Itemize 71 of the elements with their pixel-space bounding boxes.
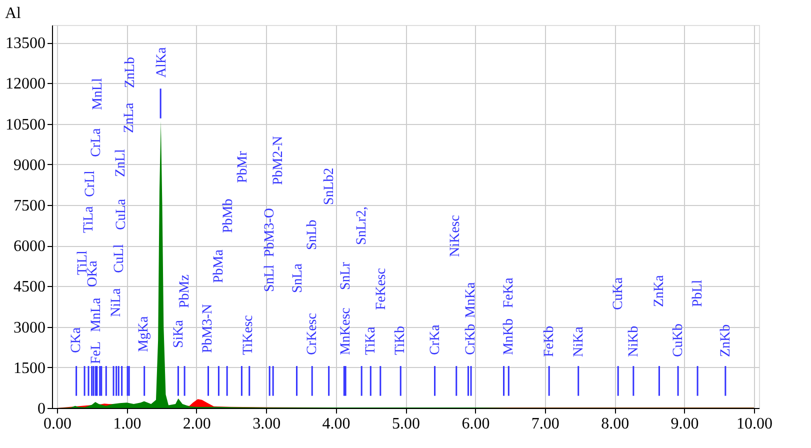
annotation: SnLb xyxy=(305,220,320,250)
annotation: CrLl xyxy=(82,170,98,198)
y-tick-label: 13500 xyxy=(6,35,46,52)
annotation: PbMz xyxy=(178,274,193,308)
annotation: CuKa xyxy=(611,276,626,310)
annotation: ZnKb xyxy=(718,324,734,358)
annotation: TiKb xyxy=(392,326,408,356)
annotation: CrKb xyxy=(463,324,478,356)
annotation: MgKa xyxy=(136,315,152,352)
y-tick-label: 0 xyxy=(38,400,46,418)
x-tick-label: 10.00 xyxy=(736,416,772,432)
y-tick-label: 3000 xyxy=(14,319,46,336)
y-tick-label: 12000 xyxy=(6,76,46,93)
annotation: CrKesc xyxy=(305,313,320,356)
annotation: SiKa xyxy=(171,319,186,348)
annotation: CrLa xyxy=(89,127,104,158)
x-tick-label: 4.00 xyxy=(322,416,350,432)
x-tick-label: 9.00 xyxy=(670,416,699,432)
annotation: FeKb xyxy=(542,326,558,358)
annotation: ZnLa xyxy=(122,102,137,134)
x-tick-label: 2.00 xyxy=(182,416,211,432)
annotation: PbM3-N xyxy=(200,304,216,354)
annotation: MnLl xyxy=(90,78,106,110)
x-tick-label: 8.00 xyxy=(601,416,630,432)
y-tick-label: 7500 xyxy=(14,197,46,214)
annotation: CuLa xyxy=(114,198,130,230)
annotation: NiKa xyxy=(571,326,586,358)
chart-title: Al xyxy=(5,5,22,22)
x-tick-label: 3.00 xyxy=(252,416,281,432)
y-tick-label: 9000 xyxy=(14,156,46,174)
annotation: PbMr xyxy=(235,150,250,184)
y-tick-label: 6000 xyxy=(14,238,46,256)
annotation: CrKa xyxy=(428,324,443,356)
x-tick-label: 6.00 xyxy=(462,416,490,432)
annotation: PbM3-O xyxy=(262,208,278,258)
annotation: MnLa xyxy=(89,297,104,332)
annotation: FeKa xyxy=(502,276,517,308)
annotation: FeL xyxy=(88,341,104,364)
annotation: CuLl xyxy=(112,244,128,274)
annotation: PbMa xyxy=(212,248,227,284)
annotation: SnLr xyxy=(338,262,354,290)
annotation: MnKesc xyxy=(338,308,354,356)
annotation: SnLr2, xyxy=(354,206,370,246)
y-tick-label: 10500 xyxy=(6,116,46,134)
annotation: SnLb2 xyxy=(322,168,337,206)
annotation: NiKesc xyxy=(448,215,463,258)
y-tick-label: 1500 xyxy=(14,360,46,377)
annotation: ZnKa xyxy=(652,274,668,308)
annotation: PbLl xyxy=(690,280,706,308)
annotation: PbM2-N xyxy=(270,136,286,186)
annotation: SnLa xyxy=(290,262,306,294)
annotation: AlKa xyxy=(154,46,170,78)
x-tick-label: 5.00 xyxy=(392,416,420,432)
annotation: CuKb xyxy=(671,324,686,358)
annotation: MnKb xyxy=(502,318,517,356)
annotation: CKa xyxy=(68,326,84,354)
annotation: NiLa xyxy=(109,287,124,318)
x-tick-label: 1.00 xyxy=(113,416,142,432)
annotation: TiKa xyxy=(364,326,379,356)
x-tick-label: 0.00 xyxy=(44,416,72,432)
annotation: TiKesc xyxy=(240,315,256,356)
annotation: NiKb xyxy=(626,326,642,358)
annotation: FeKesc xyxy=(374,268,390,310)
annotation: MnKa xyxy=(463,281,478,318)
y-tick-label: 4500 xyxy=(14,278,46,296)
annotation: PbMb xyxy=(220,198,236,234)
annotation: TiLa xyxy=(81,206,96,234)
annotation: SnLl xyxy=(262,264,278,292)
annotation: ZnLb xyxy=(123,56,138,88)
x-tick-label: 7.00 xyxy=(531,416,560,432)
annotation: ZnLl xyxy=(113,148,128,178)
